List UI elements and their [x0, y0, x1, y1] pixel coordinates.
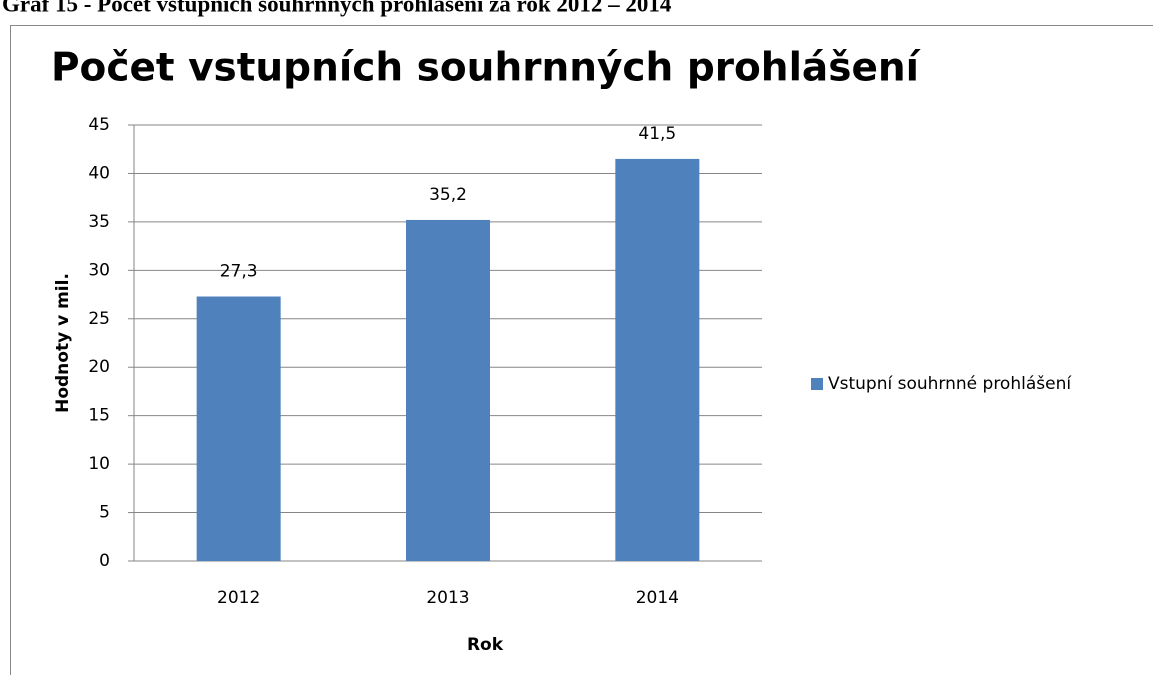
x-tick-label: 2014 [636, 588, 679, 608]
chart-frame [10, 25, 1153, 675]
data-label: 27,3 [220, 261, 258, 281]
y-tick-label: 0 [99, 551, 110, 571]
chart-title: Počet vstupních souhrnných prohlášení [51, 46, 922, 91]
x-tick-label: 2012 [217, 588, 260, 608]
y-tick-label: 30 [88, 260, 110, 280]
caption: Graf 15 - Počet vstupních souhrnných pro… [2, 0, 672, 16]
x-tick-label: 2013 [426, 588, 469, 608]
legend-label: Vstupní souhrnné prohlášení [828, 374, 1072, 394]
y-axis-label: Hodnoty v mil. [53, 273, 73, 413]
y-tick-label: 10 [88, 454, 110, 474]
y-tick-label: 45 [88, 115, 110, 135]
bar [615, 158, 700, 561]
y-tick-label: 25 [88, 309, 110, 329]
y-tick-label: 20 [88, 357, 110, 377]
bar [196, 296, 281, 561]
legend-swatch [811, 378, 823, 390]
y-tick-label: 15 [88, 406, 110, 426]
bar [406, 219, 490, 561]
data-label: 41,5 [638, 124, 676, 144]
y-tick-label: 5 [99, 503, 110, 523]
y-tick-label: 40 [88, 163, 110, 183]
y-tick-label: 35 [88, 212, 110, 232]
x-axis-label: Rok [467, 635, 504, 655]
data-label: 35,2 [429, 185, 467, 205]
